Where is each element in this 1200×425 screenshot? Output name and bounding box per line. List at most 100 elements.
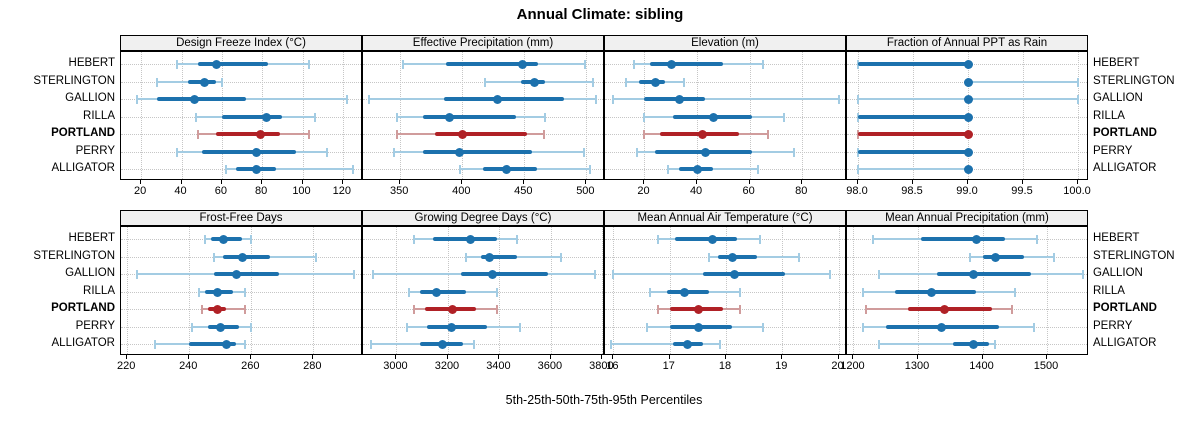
tick-mark	[126, 355, 128, 359]
iqr-bar	[189, 342, 236, 346]
median-dot	[252, 147, 262, 157]
median-dot	[666, 60, 676, 69]
panel-strip-title: Mean Annual Precipitation (mm)	[885, 212, 1049, 224]
tick-label: 3200	[434, 360, 460, 372]
iqr-bar	[675, 237, 738, 241]
whisker-cap	[657, 305, 660, 314]
whisker-cap	[611, 95, 614, 104]
whisker-line	[225, 168, 353, 170]
iqr-bar	[422, 149, 532, 154]
tick-label: 80	[795, 185, 808, 197]
median-dot	[454, 147, 464, 157]
panel-strip: Effective Precipitation (mm)	[362, 35, 604, 51]
median-dot	[698, 130, 708, 139]
median-dot	[238, 252, 247, 262]
plot-area	[846, 226, 1088, 355]
iqr-bar	[481, 254, 518, 259]
site-label: PERRY	[75, 319, 115, 332]
iqr-bar	[908, 307, 993, 311]
whisker-cap	[250, 322, 253, 332]
vertical-gridline	[613, 227, 615, 354]
panel-strip: Growing Degree Days (°C)	[362, 210, 604, 226]
site-label: RILLA	[1093, 284, 1125, 297]
whisker-cap	[224, 165, 227, 174]
whisker-cap	[878, 270, 881, 279]
tick-label: 98.0	[846, 185, 868, 197]
median-dot	[252, 165, 262, 174]
site-label: STERLINGTON	[1093, 74, 1175, 87]
tick-label: 500	[576, 185, 595, 197]
site-label: STERLINGTON	[33, 74, 115, 87]
whisker-cap	[589, 165, 592, 174]
vertical-gridline	[181, 52, 183, 179]
whisker-cap	[495, 287, 498, 297]
whisker-cap	[1077, 95, 1079, 104]
site-label: PORTLAND	[51, 302, 115, 314]
tick-mark	[748, 180, 750, 184]
whisker-cap	[351, 165, 354, 174]
site-label: PERRY	[1093, 144, 1133, 157]
panel-strip-title: Fraction of Annual PPT as Rain	[886, 37, 1048, 49]
whisker-cap	[857, 95, 859, 104]
tick-label: 3800	[589, 360, 614, 372]
median-dot	[501, 165, 511, 174]
whisker-cap	[405, 322, 408, 332]
whisker-cap	[857, 165, 859, 174]
tick-mark	[250, 355, 252, 359]
whisker-cap	[369, 340, 372, 349]
tick-mark	[1046, 355, 1048, 359]
median-dot	[708, 112, 718, 122]
vertical-gridline	[838, 227, 840, 354]
tick-label: 99.5	[1011, 185, 1033, 197]
median-dot	[256, 130, 266, 139]
whisker-cap	[657, 235, 660, 244]
whisker-cap	[156, 77, 159, 87]
tick-mark	[399, 180, 401, 184]
iqr-bar	[422, 114, 516, 119]
plot-area	[846, 51, 1088, 180]
whisker-cap	[758, 235, 761, 244]
whisker-cap	[862, 287, 865, 297]
tick-label: 20	[134, 185, 147, 197]
site-label: HEBERT	[68, 232, 115, 244]
whisker-cap	[315, 252, 318, 262]
tick-label: 20	[831, 360, 844, 372]
iqr-bar	[443, 97, 565, 101]
vertical-gridline	[782, 227, 784, 354]
tick-label: 100	[292, 185, 311, 197]
tick-label: 280	[303, 360, 322, 372]
tick-mark	[696, 180, 698, 184]
tick-mark	[498, 355, 500, 359]
tick-mark	[601, 355, 603, 359]
site-label: GALLION	[1093, 267, 1143, 279]
site-label: GALLION	[1093, 92, 1143, 104]
whisker-cap	[1033, 322, 1036, 332]
whisker-line	[610, 343, 721, 345]
median-dot	[530, 77, 540, 87]
whisker-cap	[244, 340, 247, 349]
plot-area	[604, 226, 846, 355]
whisker-cap	[393, 147, 396, 157]
iqr-bar	[858, 114, 968, 119]
panel-strip-title: Effective Precipitation (mm)	[412, 37, 554, 49]
iqr-bar	[982, 254, 1025, 259]
vertical-gridline	[550, 227, 552, 354]
tick-label: 99.0	[956, 185, 978, 197]
tick-mark	[341, 180, 343, 184]
whisker-cap	[176, 147, 179, 157]
whisker-cap	[595, 95, 598, 104]
site-label: GALLION	[65, 92, 115, 104]
whisker-cap	[756, 165, 759, 174]
whisker-cap	[625, 77, 628, 87]
median-dot	[964, 165, 973, 174]
panel-strip-title: Mean Annual Air Temperature (°C)	[637, 212, 813, 224]
vertical-gridline	[1078, 52, 1079, 179]
iqr-bar	[446, 62, 538, 66]
whisker-cap	[1036, 235, 1039, 244]
median-dot	[444, 112, 454, 122]
median-dot	[730, 270, 740, 279]
whisker-cap	[495, 305, 498, 314]
whisker-cap	[194, 112, 197, 122]
whisker-cap	[878, 340, 881, 349]
tick-label: 3000	[383, 360, 408, 372]
